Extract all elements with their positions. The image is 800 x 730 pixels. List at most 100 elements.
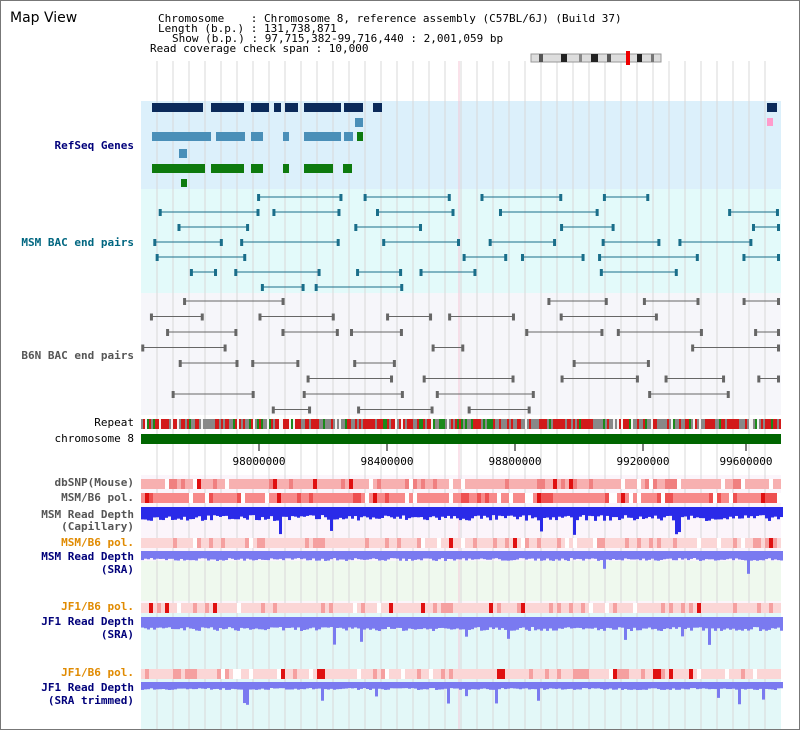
polymorphism-mark (613, 669, 617, 679)
repeat-mark (167, 419, 169, 429)
polymorphism-mark (713, 479, 717, 489)
repeat-mark (589, 419, 591, 429)
polymorphism-mark (705, 493, 709, 503)
polymorphism-mark (209, 493, 213, 503)
track-label-msm-depth-sra[interactable]: MSM Read Depth (41, 550, 134, 563)
polymorphism-mark (417, 538, 421, 548)
polymorphism-mark (457, 669, 461, 679)
bac-end (547, 298, 551, 305)
polymorphism-mark (281, 538, 285, 548)
depth-bar (699, 551, 702, 561)
track-label-jf1-b6-pol-2[interactable]: JF1/B6 pol. (61, 666, 134, 679)
polymorphism-mark (761, 603, 765, 613)
repeat-mark (249, 419, 251, 429)
polymorphism-mark (761, 493, 765, 503)
track-label-b6n-bac[interactable]: B6N BAC end pairs (21, 349, 134, 362)
polymorphism-mark (205, 479, 209, 489)
depth-bar (408, 617, 411, 629)
track-label-jf1-depth-sra[interactable]: JF1 Read Depth (41, 615, 134, 628)
depth-bar (237, 682, 240, 690)
polymorphism-mark (597, 493, 601, 503)
track-label-refseq[interactable]: RefSeq Genes (54, 139, 134, 152)
depth-bar (369, 507, 372, 520)
bac-end (642, 298, 646, 305)
depth-bar (399, 507, 402, 519)
depth-bar (765, 617, 768, 631)
depth-bar (327, 682, 330, 690)
polymorphism-mark (609, 493, 613, 503)
gene-feature (152, 164, 205, 173)
track-label-msm-depth-cap[interactable]: MSM Read Depth (41, 508, 134, 521)
polymorphism-mark (569, 538, 573, 548)
depth-bar (759, 507, 762, 516)
polymorphism-mark (193, 538, 197, 548)
depth-bar (396, 682, 399, 689)
depth-bar (360, 551, 363, 560)
repeat-mark (459, 419, 461, 429)
repeat-mark (319, 419, 321, 429)
polymorphism-mark (241, 603, 245, 613)
polymorphism-mark (237, 479, 241, 489)
polymorphism-mark (197, 538, 201, 548)
track-label-msm-b6-pol[interactable]: MSM/B6 pol. (61, 491, 134, 504)
polymorphism-mark (613, 479, 617, 489)
depth-bar (183, 682, 186, 689)
polymorphism-mark (177, 538, 181, 548)
polymorphism-mark (745, 493, 749, 503)
repeat-mark (599, 419, 601, 429)
repeat-mark (217, 419, 219, 429)
depth-bar (762, 682, 765, 700)
depth-bar (219, 617, 222, 629)
polymorphism-mark (569, 603, 573, 613)
polymorphism-mark (621, 479, 625, 489)
bac-end (560, 224, 564, 231)
repeat-mark (333, 419, 335, 429)
depth-bar (294, 507, 297, 517)
polymorphism-mark (577, 538, 581, 548)
repeat-mark (765, 419, 767, 429)
polymorphism-mark (253, 479, 257, 489)
depth-bar (438, 507, 441, 520)
track-label-msm-b6-pol-2[interactable]: MSM/B6 pol. (61, 536, 134, 549)
repeat-mark (523, 419, 525, 429)
depth-bar (573, 682, 576, 690)
track-label-jf1-b6-pol[interactable]: JF1/B6 pol. (61, 600, 134, 613)
repeat-mark (265, 419, 267, 429)
polymorphism-mark (553, 479, 557, 489)
repeat-mark (513, 419, 515, 429)
depth-bar (579, 617, 582, 628)
polymorphism-mark (677, 669, 681, 679)
depth-bar (720, 682, 723, 689)
bac-end (611, 224, 615, 231)
depth-bar (681, 551, 684, 560)
depth-bar (564, 551, 567, 561)
polymorphism-mark (221, 479, 225, 489)
polymorphism-mark (701, 493, 705, 503)
repeat-mark (317, 419, 319, 429)
polymorphism-mark (341, 493, 345, 503)
depth-bar (768, 617, 771, 630)
depth-bar (234, 551, 237, 560)
polymorphism-mark (509, 603, 513, 613)
repeat-mark (567, 419, 569, 429)
depth-bar (180, 551, 183, 559)
depth-bar (468, 507, 471, 521)
depth-bar (252, 617, 255, 630)
repeat-mark (161, 419, 163, 429)
polymorphism-mark (741, 479, 745, 489)
track-label-jf1-depth-trim[interactable]: JF1 Read Depth (41, 681, 134, 694)
track-label-repeat[interactable]: Repeat (94, 416, 134, 429)
repeat-mark (713, 419, 715, 429)
depth-bar (327, 507, 330, 520)
polymorphism-mark (649, 493, 653, 503)
depth-bar (159, 617, 162, 628)
track-label-dbsnp[interactable]: dbSNP(Mouse) (54, 476, 134, 489)
depth-bar (771, 507, 774, 518)
polymorphism-mark (173, 493, 177, 503)
depth-bar (171, 617, 174, 630)
repeat-mark (751, 419, 753, 429)
track-label-msm-bac[interactable]: MSM BAC end pairs (21, 236, 134, 249)
bac-end (234, 329, 238, 336)
repeat-mark (729, 419, 731, 429)
